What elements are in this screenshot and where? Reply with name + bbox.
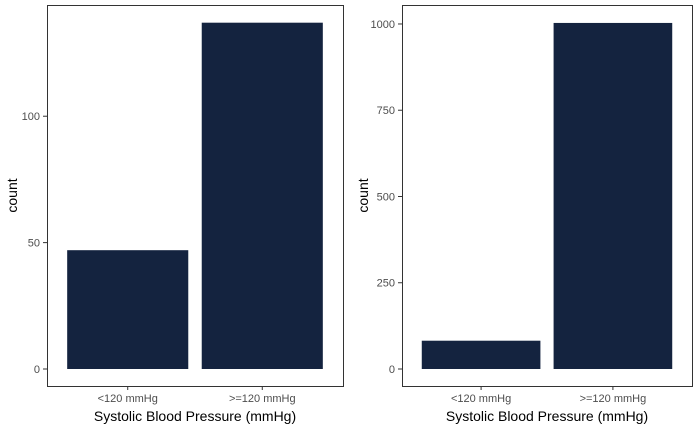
y-tick-label: 50 <box>28 238 40 250</box>
y-tick-label: 500 <box>377 191 395 203</box>
bar-2 <box>553 22 673 369</box>
y-axis-title: count <box>4 178 20 212</box>
y-tick-label: 0 <box>34 364 40 376</box>
y-tick-label: 100 <box>22 111 40 123</box>
x-tick-label: >=120 mmHg <box>580 393 647 405</box>
x-tick-label: >=120 mmHg <box>229 393 296 405</box>
x-tick-label: <120 mmHg <box>98 393 158 405</box>
chart-panel-2: 0 250 500 750 1000 <120 mmHg >=120 mmHg Systoli… <box>355 5 693 424</box>
y-tick-label: 0 <box>389 364 395 376</box>
x-axis-title: Systolic Blood Pressure (mmHg) <box>446 408 648 424</box>
y-tick-label: 250 <box>377 278 395 290</box>
panel-border <box>47 5 344 387</box>
x-axis-title: Systolic Blood Pressure (mmHg) <box>94 408 296 424</box>
bar-2 <box>201 22 323 369</box>
y-axis-title: count <box>355 178 371 212</box>
chart-panel-1: 0 50 100 <120 mmHg >=120 mmHg Systolic Blood … <box>4 5 344 424</box>
bar-1 <box>67 250 189 369</box>
y-tick-label: 1000 <box>371 19 395 31</box>
panel-border <box>402 5 693 387</box>
x-tick-label: <120 mmHg <box>451 393 511 405</box>
y-tick-label: 750 <box>377 105 395 117</box>
bar-1 <box>421 340 541 369</box>
